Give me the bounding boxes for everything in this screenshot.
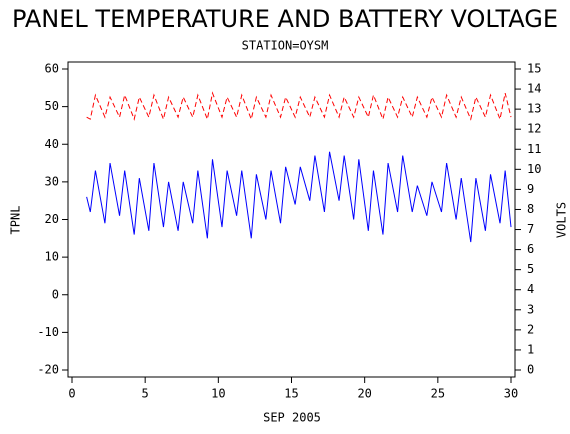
y2-tick-label: 8 (527, 202, 534, 216)
y-tick-label: -20 (37, 363, 59, 377)
y2-tick-label: 1 (527, 342, 534, 356)
x-tick-label: 15 (284, 387, 298, 401)
y-axis-label: TPNL (9, 206, 23, 235)
y2-tick-label: 11 (527, 142, 541, 156)
y2-tick-label: 14 (527, 82, 541, 96)
y-tick-label: 0 (52, 287, 59, 301)
chart-title: PANEL TEMPERATURE AND BATTERY VOLTAGE (12, 5, 558, 33)
y2-tick-label: 5 (527, 262, 534, 276)
y-tick-label: 40 (45, 137, 59, 151)
y-tick-label: 10 (45, 250, 59, 264)
x-tick-label: 5 (142, 387, 149, 401)
y2-tick-label: 0 (527, 363, 534, 377)
y2-tick-label: 10 (527, 162, 541, 176)
y2-axis-label: VOLTS (555, 202, 569, 238)
x-tick-label: 30 (504, 387, 518, 401)
y2-tick-label: 12 (527, 122, 541, 136)
y2-tick-label: 13 (527, 102, 541, 116)
data-line (86, 91, 512, 121)
x-tick-label: 25 (431, 387, 445, 401)
y2-tick-label: 15 (527, 62, 541, 76)
x-tick-label: 10 (211, 387, 225, 401)
x-axis-label: SEP 2005 (263, 411, 321, 425)
data-line (86, 151, 512, 243)
y-tick-label: 20 (45, 212, 59, 226)
y-tick-label: 30 (45, 174, 59, 188)
chart-subtitle: STATION=OYSM (242, 39, 329, 53)
y2-tick-label: 6 (527, 242, 534, 256)
y2-tick-label: 7 (527, 222, 534, 236)
y2-tick-label: 2 (527, 322, 534, 336)
y2-tick-label: 3 (527, 302, 534, 316)
x-tick-label: 0 (68, 387, 75, 401)
x-tick-label: 20 (357, 387, 371, 401)
y-tick-label: -10 (37, 325, 59, 339)
y2-tick-label: 9 (527, 182, 534, 196)
y-tick-label: 60 (45, 62, 59, 76)
y2-tick-label: 4 (527, 282, 534, 296)
y-tick-label: 50 (45, 99, 59, 113)
